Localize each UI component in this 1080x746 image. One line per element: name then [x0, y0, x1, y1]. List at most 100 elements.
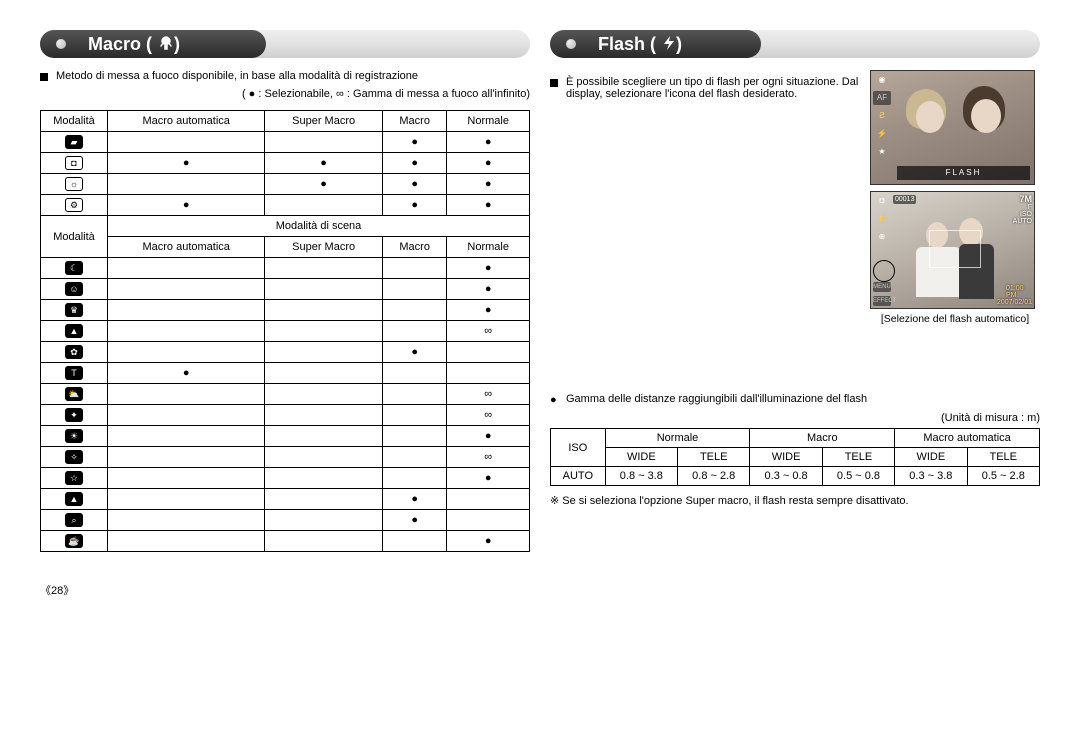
- mode-icon: ⌕: [65, 513, 83, 527]
- cell: [108, 174, 265, 195]
- cell: ●: [382, 174, 447, 195]
- cell: [108, 384, 265, 405]
- cell: [265, 510, 382, 531]
- cell: [382, 300, 447, 321]
- cell: ●: [447, 174, 530, 195]
- round-bullet-icon: ●: [550, 394, 558, 406]
- lcd-effect-icon: EFFECT: [873, 296, 891, 306]
- lcd-icon: ⊕: [873, 230, 891, 244]
- cell: [382, 321, 447, 342]
- mode-icon: ◘: [65, 156, 83, 170]
- th2-normale: Normale: [447, 237, 530, 258]
- cell: ●: [382, 132, 447, 153]
- lcd-flash-label: FLASH: [897, 166, 1030, 180]
- mode-icon: ⛅: [65, 387, 83, 401]
- cell: [265, 447, 382, 468]
- cell: [265, 489, 382, 510]
- cell: [108, 510, 265, 531]
- lcd-count: 00013: [893, 195, 916, 204]
- lcd-icon: ◉: [873, 73, 891, 87]
- cell: ●: [382, 153, 447, 174]
- mode-icon: ✧: [65, 450, 83, 464]
- cell: [108, 426, 265, 447]
- square-bullet-icon: [40, 73, 48, 81]
- mode-icon: ⚙: [65, 198, 83, 212]
- th-mode-scene: Modalità: [41, 216, 108, 258]
- cell: ●: [265, 174, 382, 195]
- lcd-caption: [Selezione del flash automatico]: [870, 313, 1040, 325]
- th-iso: ISO: [551, 429, 606, 467]
- cell: [447, 510, 530, 531]
- th2-auto: Macro automatica: [108, 237, 265, 258]
- th-auto: Macro automatica: [108, 111, 265, 132]
- right-pill-title: Flash (: [598, 34, 656, 55]
- lcd-cam-icon: ◘: [873, 194, 891, 208]
- cell: [265, 258, 382, 279]
- cell: [382, 279, 447, 300]
- gamma-text: Gamma delle distanze raggiungibili dall'…: [566, 393, 867, 406]
- cell: [108, 300, 265, 321]
- cell: [108, 447, 265, 468]
- cell: [265, 384, 382, 405]
- cell: ●: [108, 153, 265, 174]
- unit-line: (Unità di misura : m): [550, 412, 1040, 424]
- cell: [265, 342, 382, 363]
- val: 0.3 ~ 0.8: [750, 467, 822, 486]
- cell: ●: [447, 132, 530, 153]
- mode-icon: ▲: [65, 324, 83, 338]
- cell: [265, 426, 382, 447]
- cell: ●: [447, 531, 530, 552]
- lcd-iso-label: ISO: [1020, 211, 1032, 218]
- th-wide: WIDE: [605, 448, 677, 467]
- cell: [382, 384, 447, 405]
- cell: [382, 468, 447, 489]
- mode-icon: ☆: [65, 471, 83, 485]
- cell: ∞: [447, 321, 530, 342]
- right-pill-close: ): [676, 34, 682, 55]
- flash-footnote: ※ Se si seleziona l'opzione Super macro,…: [550, 494, 1040, 507]
- cell: [382, 531, 447, 552]
- val: 0.3 ~ 3.8: [895, 467, 967, 486]
- cell: [108, 342, 265, 363]
- th-tele: TELE: [822, 448, 894, 467]
- macro-table: Modalità Macro automatica Super Macro Ma…: [40, 110, 530, 552]
- cell: [265, 405, 382, 426]
- th-normale: Normale: [447, 111, 530, 132]
- cell: [265, 132, 382, 153]
- cell: [265, 195, 382, 216]
- macro-icon: [158, 35, 174, 54]
- cell: [108, 279, 265, 300]
- cell: ●: [108, 195, 265, 216]
- cell: ●: [447, 279, 530, 300]
- th-macro: Macro: [382, 111, 447, 132]
- lcd-info-screen: 00013 ◘ ⚡ ⊕ MENU EFFECT 7M F ISO AU: [870, 191, 1035, 309]
- lcd-date: 2007/02/01: [997, 299, 1032, 306]
- lcd-icon: ★: [873, 145, 891, 159]
- cell: [108, 321, 265, 342]
- cell: [108, 489, 265, 510]
- cell: ●: [447, 468, 530, 489]
- val: 0.5 ~ 0.8: [822, 467, 894, 486]
- lcd-menu-icon: MENU: [873, 282, 891, 292]
- cell: [447, 489, 530, 510]
- cell: [265, 363, 382, 384]
- cell: [382, 363, 447, 384]
- th-macro: Macro: [750, 429, 895, 448]
- cell: [108, 468, 265, 489]
- cell: [382, 258, 447, 279]
- cell: ∞: [447, 384, 530, 405]
- row-auto: AUTO: [551, 467, 606, 486]
- cell: [265, 300, 382, 321]
- cell: [108, 405, 265, 426]
- flash-icon: [662, 35, 676, 54]
- lcd-flash-menu: ◉ AF Ƨ ⚡ ★ FLASH: [870, 70, 1035, 185]
- cell: ●: [382, 195, 447, 216]
- cell: [447, 342, 530, 363]
- th-tele: TELE: [678, 448, 750, 467]
- cell: ●: [382, 342, 447, 363]
- left-pill-title: Macro (: [88, 34, 152, 55]
- th2-macro: Macro: [382, 237, 447, 258]
- page-number: 《28》: [40, 582, 530, 598]
- left-section-header: Macro ( ): [40, 30, 530, 58]
- gamma-para: ● Gamma delle distanze raggiungibili dal…: [550, 393, 1040, 406]
